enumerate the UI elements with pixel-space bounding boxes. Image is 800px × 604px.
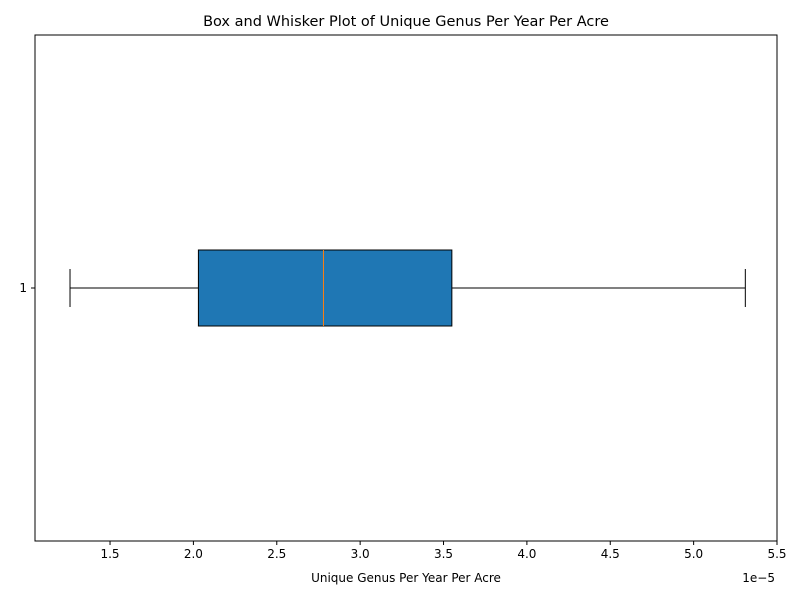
x-tick-label: 3.5: [434, 547, 453, 561]
y-tick-label: 1: [19, 281, 27, 295]
chart-title: Box and Whisker Plot of Unique Genus Per…: [203, 14, 609, 30]
x-axis-label: Unique Genus Per Year Per Acre: [311, 571, 501, 585]
x-tick-label: 1.5: [100, 547, 119, 561]
x-tick-label: 4.5: [601, 547, 620, 561]
x-axis-offset-label: 1e−5: [742, 571, 775, 585]
x-tick-label: 4.0: [517, 547, 536, 561]
x-tick-label: 5.0: [684, 547, 703, 561]
x-tick-label: 2.5: [267, 547, 286, 561]
x-tick-label: 5.5: [767, 547, 786, 561]
interquartile-box: [197, 249, 453, 327]
x-tick-label: 3.0: [351, 547, 370, 561]
x-tick-label: 2.0: [184, 547, 203, 561]
plot-area-frame: [34, 34, 778, 542]
